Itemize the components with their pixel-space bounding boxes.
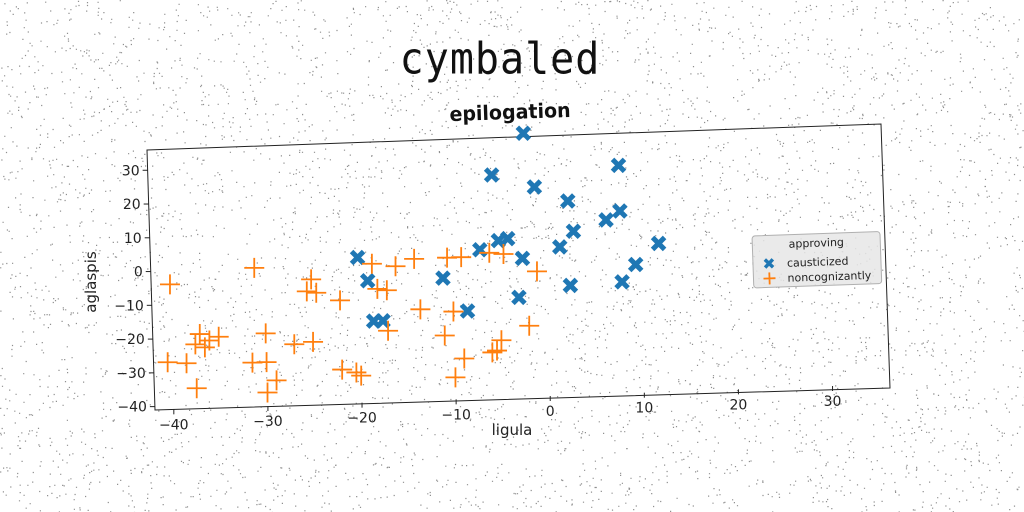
scatter-point — [256, 352, 277, 373]
y-tick-label: −30 — [116, 366, 146, 382]
scatter-point — [330, 290, 351, 311]
x-tick-label: 0 — [546, 404, 555, 420]
scatter-point — [244, 257, 265, 278]
scatter-point — [378, 320, 399, 341]
scatter-point — [349, 249, 366, 266]
scatter-point — [627, 256, 644, 273]
scatter-point — [610, 157, 627, 174]
scatter-point — [565, 223, 582, 240]
x-tick-label: −10 — [441, 407, 471, 423]
scatter-point — [479, 242, 500, 263]
scatter-point — [346, 362, 367, 383]
scatter-point — [650, 235, 667, 252]
x-tick-label: −20 — [347, 411, 377, 427]
series-causticized — [349, 125, 667, 329]
scatter-point — [186, 378, 207, 399]
scatter-point — [296, 281, 317, 302]
scatter-point — [367, 278, 388, 299]
scatter-point — [612, 203, 628, 219]
scatter-point — [598, 212, 614, 228]
scatter-point — [472, 241, 488, 258]
scatter-point — [301, 269, 322, 290]
data-points — [157, 125, 667, 403]
scatter-point — [208, 326, 229, 347]
y-tick-label: 0 — [134, 265, 143, 281]
legend-entry-label: causticized — [787, 255, 849, 270]
scatter-point — [306, 282, 327, 303]
plot-area: −40 −30 −20 −10 0 10 20 30 −40 −30 −20 −10 0 10 20 30 a… — [114, 123, 891, 433]
scatter-point — [519, 315, 540, 336]
y-tick-label: 20 — [123, 197, 141, 213]
scatter-point — [376, 280, 397, 301]
scatter-point — [361, 253, 382, 274]
scatter-point — [435, 270, 451, 286]
scatter-point — [157, 352, 178, 373]
scatter-point — [404, 248, 425, 269]
legend-marker — [763, 258, 775, 269]
scatter-point — [562, 277, 579, 294]
scatter-point — [434, 325, 455, 346]
scatter-point — [493, 243, 514, 264]
scatter-point — [526, 261, 547, 282]
scatter-point — [375, 313, 391, 329]
axes-frame — [146, 123, 891, 411]
scatter-point — [482, 342, 503, 363]
scatter-point — [511, 289, 527, 306]
scatter-point — [445, 367, 466, 388]
legend-entry-label: noncognizantly — [787, 269, 872, 285]
series-noncognizantly — [157, 242, 547, 403]
scatter-point — [351, 365, 372, 386]
legend-title: approving — [788, 236, 844, 251]
scatter-point — [194, 337, 215, 358]
scatter-point — [515, 125, 532, 142]
scatter-point — [483, 167, 500, 183]
x-axis-label: ligula — [492, 421, 533, 439]
y-axis-label: aglaspis — [82, 251, 100, 313]
y-tick-label: −40 — [117, 400, 147, 416]
scatter-point — [176, 353, 197, 374]
scatter-point — [266, 370, 287, 391]
x-tick-label: −40 — [159, 417, 189, 433]
scatter-point — [514, 250, 531, 267]
scatter-point — [454, 348, 475, 369]
x-tick-label: 20 — [730, 397, 748, 413]
scatter-point — [410, 299, 431, 320]
scatter-point — [284, 334, 305, 355]
scatter-point — [490, 232, 507, 249]
scatter-point — [257, 382, 278, 403]
y-tick-label: 30 — [122, 163, 140, 179]
scatter-point — [552, 239, 568, 255]
scatter-point — [451, 247, 472, 268]
y-tick-label: 10 — [124, 231, 142, 247]
x-tick-label: 30 — [824, 394, 842, 410]
scatter-point — [487, 340, 508, 361]
page-title: cymbaled — [399, 33, 601, 85]
scatter-point — [614, 274, 630, 290]
y-tick-label: −10 — [114, 298, 144, 314]
scatter-point — [443, 301, 464, 322]
x-tick-label: 10 — [635, 401, 653, 417]
scatter-point — [491, 330, 512, 351]
scatter-point — [159, 274, 180, 295]
scatter-point — [385, 256, 406, 277]
axis-ticks: −40 −30 −20 −10 0 10 20 30 −40 −30 −20 −10 0 10 20 30 — [114, 163, 841, 433]
legend-marker — [763, 272, 776, 285]
legend-box — [751, 231, 883, 289]
scatter-point — [332, 359, 353, 380]
scatter-point — [185, 334, 206, 355]
scatter-point — [560, 193, 576, 209]
x-tick-label: −30 — [253, 414, 283, 430]
scatter-point — [359, 273, 376, 289]
scatter-point — [459, 303, 476, 319]
scatter-point — [255, 323, 276, 344]
y-tick-label: −20 — [115, 332, 145, 348]
scatter-point — [526, 179, 543, 195]
scatter-point — [303, 331, 324, 352]
